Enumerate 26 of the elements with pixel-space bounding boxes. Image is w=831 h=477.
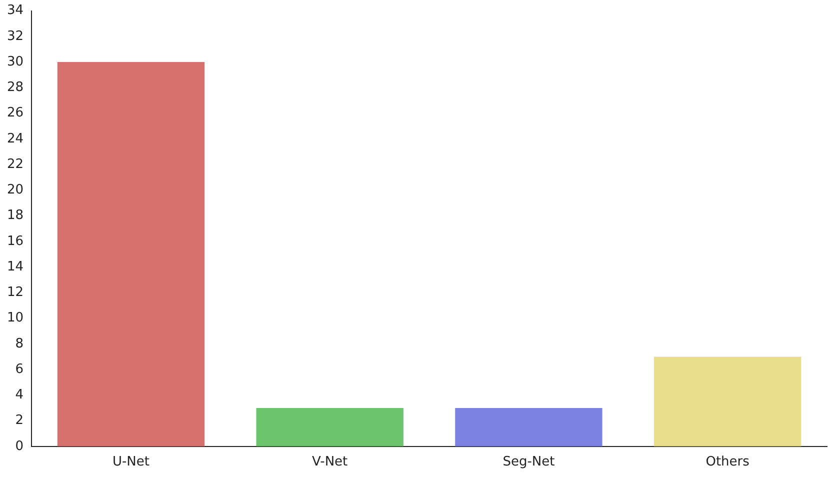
y-tick-label: 10 xyxy=(6,310,24,326)
y-tick-label: 6 xyxy=(15,362,24,377)
bar xyxy=(256,408,404,446)
bar xyxy=(455,408,602,446)
y-tick-label: 18 xyxy=(6,208,24,224)
x-tick-label: U-Net xyxy=(112,454,150,470)
x-tick-label: Seg-Net xyxy=(502,454,555,470)
y-tick-label: 30 xyxy=(6,54,24,70)
bar xyxy=(654,356,802,446)
y-tick-label: 26 xyxy=(6,106,24,121)
y-tick-label: 34 xyxy=(6,3,24,18)
y-tick-label: 20 xyxy=(6,182,24,198)
y-tick-label: 32 xyxy=(6,28,24,44)
y-tick-label: 22 xyxy=(6,156,24,172)
y-tick-label: 12 xyxy=(6,285,24,300)
x-tick-label: Others xyxy=(706,454,750,470)
y-tick-label: 28 xyxy=(6,80,24,96)
y-tick-label: 14 xyxy=(6,259,24,274)
bar xyxy=(57,62,205,446)
y-tick-label: 24 xyxy=(6,131,24,146)
y-tick-label: 0 xyxy=(15,438,24,454)
y-tick-label: 8 xyxy=(15,336,24,352)
y-tick-label: 16 xyxy=(6,234,24,249)
y-tick-label: 4 xyxy=(15,388,24,403)
x-tick-label: V-Net xyxy=(312,454,348,470)
y-tick-label: 2 xyxy=(15,413,24,428)
